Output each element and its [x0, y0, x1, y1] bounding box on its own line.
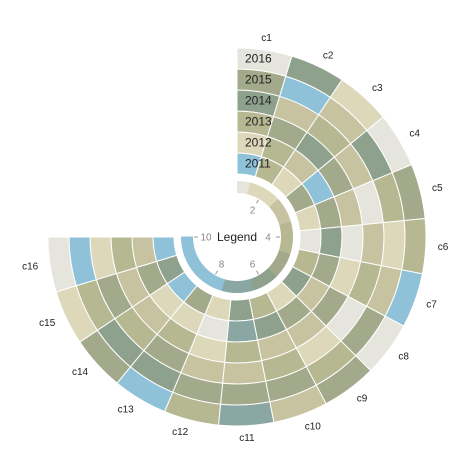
legend-arc-step: [186, 256, 201, 269]
legend-tick-label-8: 8: [219, 259, 225, 270]
segment-label-c8: c8: [398, 352, 409, 363]
legend-arc-step: [276, 250, 291, 261]
legend-arc-step: [269, 198, 283, 212]
legend-arc-step: [245, 278, 255, 293]
legend-tick-label-4: 4: [265, 233, 271, 244]
segment-label-c10: c10: [305, 421, 322, 432]
segment-c11-2015: [219, 380, 271, 406]
ring-label-2015: 2015: [245, 73, 272, 87]
legend-arc-step: [209, 275, 221, 289]
legend-arc-step: [240, 280, 248, 293]
segment-label-c13: c13: [118, 404, 135, 415]
legend-arc-step: [265, 194, 279, 208]
segment-labels: c1 c2 c3 c4 c5 c6 c7 c8 c9 c10 c11 c12 c13 c14 c15 c16: [22, 33, 449, 444]
legend-arc-step: [267, 264, 281, 277]
segment-c11-2013: [224, 339, 263, 364]
legend-arc-step: [275, 209, 289, 221]
segment-label-c15: c15: [39, 318, 56, 329]
ring-label-2011: 2011: [245, 157, 271, 171]
segment-label-c2: c2: [323, 50, 334, 61]
segment-label-c3: c3: [372, 83, 383, 94]
legend-tick-label-2: 2: [250, 206, 256, 217]
segment-c6-2012: [318, 226, 343, 259]
legend-tick-mark: [215, 270, 218, 275]
ring-label-2016: 2016: [245, 52, 272, 66]
legend-arc-step: [215, 277, 226, 291]
legend-gradient-arc: [180, 181, 294, 294]
legend-arc-step: [256, 187, 269, 201]
legend-arc-step: [237, 181, 245, 194]
legend-arc-step: [203, 272, 216, 286]
legend-arc-step: [272, 204, 287, 216]
legend-tick-label-6: 6: [250, 259, 256, 270]
segment-label-c11: c11: [239, 433, 255, 444]
legend-arc-step: [242, 181, 251, 195]
legend-arc-step: [221, 279, 231, 293]
segment-label-c5: c5: [432, 183, 443, 194]
ring-label-2014: 2014: [245, 94, 272, 108]
legend-arc-step: [184, 251, 198, 263]
legend-ticks: 2 4 6 8 10: [194, 199, 280, 275]
segment-c11-2011: [228, 298, 254, 322]
legend-arc-step: [247, 182, 257, 196]
segment-label-c7: c7: [426, 300, 437, 311]
segment-label-c4: c4: [409, 129, 420, 140]
legend-arc-step: [227, 280, 236, 293]
segment-label-c9: c9: [357, 393, 368, 404]
legend-arc-step: [234, 280, 242, 294]
legend-arc-step: [198, 269, 212, 283]
segment-c16-2016: [47, 236, 77, 293]
segment-label-c1: c1: [261, 33, 272, 44]
segment-c6-2015: [380, 219, 406, 271]
segment-c6-2014: [359, 222, 385, 267]
legend-arc-step: [252, 184, 263, 198]
ring-label-2013: 2013: [245, 115, 272, 129]
legend-arc-step: [180, 236, 194, 244]
segment-c11-2012: [226, 318, 259, 343]
legend-arc-step: [274, 255, 288, 267]
legend-arc-step: [261, 190, 274, 204]
segment-label-c12: c12: [172, 427, 189, 438]
legend-arc-step: [278, 245, 292, 255]
legend-arc-step: [181, 241, 195, 251]
legend-tick-mark: [256, 199, 259, 204]
ring-label-2012: 2012: [245, 136, 272, 150]
legend-arc-step: [271, 259, 285, 273]
legend-arc-step: [194, 265, 208, 279]
legend-arc-step: [190, 261, 204, 274]
segment-label-c6: c6: [438, 242, 449, 253]
legend-arc-step: [259, 271, 272, 285]
segment-label-c16: c16: [22, 262, 39, 273]
legend-title: Legend: [217, 230, 257, 244]
legend-arc-step: [280, 234, 294, 242]
segment-c11-2014: [222, 359, 267, 385]
legend: 2 4 6 8 10 Legend: [180, 181, 294, 294]
segment-c6-2016: [401, 217, 427, 275]
legend-tick-label-10: 10: [200, 233, 212, 244]
segment-label-c14: c14: [72, 367, 89, 378]
segment-c11-2016: [217, 401, 275, 427]
ring-labels: 2011 2012 2013 2014 2015 2016: [245, 52, 272, 171]
legend-arc-step: [279, 221, 293, 231]
heatmap-segments: [47, 47, 427, 427]
legend-tick-mark: [256, 270, 259, 275]
legend-arc-step: [280, 228, 293, 236]
legend-arc-step: [255, 274, 267, 289]
segment-c6-2013: [339, 224, 364, 263]
legend-arc-step: [263, 268, 277, 282]
